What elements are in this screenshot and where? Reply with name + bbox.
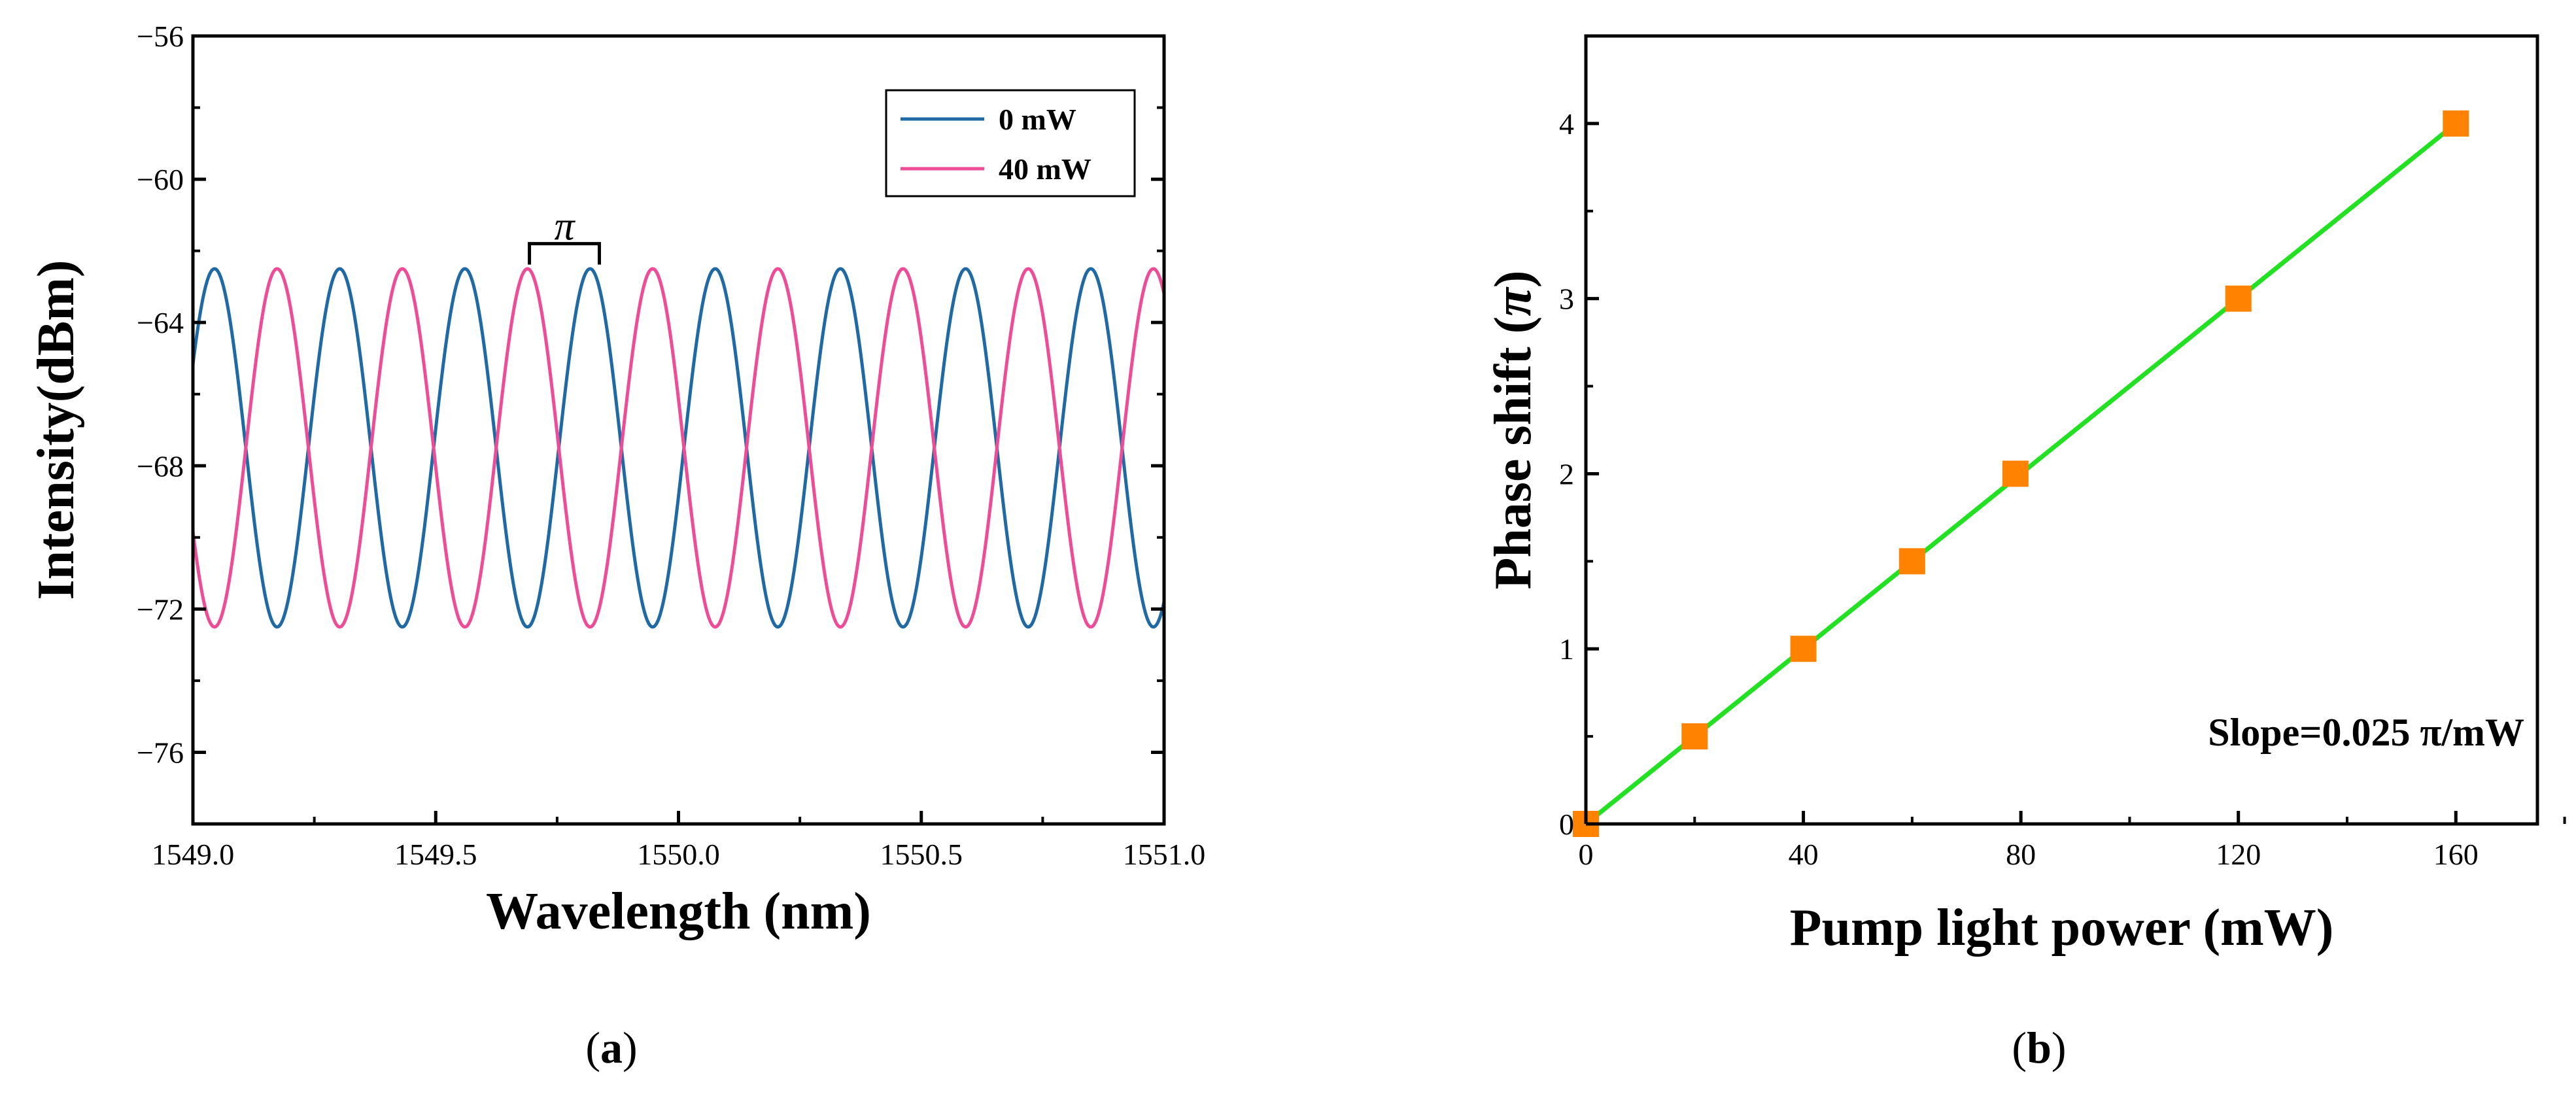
panel-b-y-label-close: )	[1485, 270, 1542, 288]
y-tick-label: 0	[1559, 808, 1574, 841]
y-tick-label: 4	[1559, 107, 1574, 141]
series-line-40mw	[191, 267, 1166, 629]
legend-label-0mw: 0 mW	[999, 103, 1076, 136]
y-tick-label: 1	[1559, 632, 1574, 666]
panel-a-series-group	[191, 267, 1166, 629]
data-point-square	[2225, 285, 2252, 312]
panel-b-x-ticks: 0 40 80 120 160	[1579, 811, 2566, 871]
x-tick-label: 0	[1579, 838, 1594, 871]
y-tick-label: −56	[137, 20, 184, 53]
y-tick-label: −60	[137, 163, 184, 196]
panel-b-x-axis-label: Pump light power (mW)	[1790, 899, 2334, 957]
panel-b-y-label-main: Phase shift (	[1485, 316, 1542, 590]
panel-b-caption-label: (b)	[2012, 1023, 2066, 1072]
panel-a-y-axis-label: Intensity(dBm)	[27, 260, 85, 600]
panel-b-label-open: (	[2012, 1023, 2027, 1072]
x-tick-label: 1550.0	[637, 838, 720, 871]
x-tick-label: 80	[2006, 838, 2036, 871]
panel-a-x-axis-label: Wavelength (nm)	[486, 883, 871, 940]
data-point-square	[1681, 723, 1708, 750]
x-tick-label: 120	[2216, 838, 2261, 871]
data-point-square	[2443, 110, 2469, 137]
pi-bracket	[528, 242, 601, 265]
data-point-square	[1898, 548, 1925, 575]
y-tick-label: −76	[137, 736, 184, 769]
panel-a-label-letter: a	[600, 1023, 623, 1072]
panel-b-label-letter: b	[2027, 1023, 2052, 1072]
x-tick-label: 1551.0	[1123, 838, 1206, 871]
x-tick-label: 1549.5	[394, 838, 477, 871]
panel-a-x-ticks: 1549.0 1549.5 1550.0 1550.5 1551.0	[152, 811, 1206, 871]
panel-a-caption-label: (a)	[585, 1023, 637, 1072]
panel-b-y-label-pi: π	[1485, 286, 1542, 316]
panel-b-slope-annotation: Slope=0.025 π/mW	[2208, 711, 2524, 754]
panel-a-pi-annotation: π	[528, 205, 601, 265]
data-point-square	[2002, 460, 2029, 487]
panel-b-y-axis-label: Phase shift (π)	[1485, 270, 1542, 589]
x-tick-label: 160	[2433, 838, 2479, 871]
y-tick-label: −64	[137, 306, 184, 339]
legend-label-40mw: 40 mW	[999, 152, 1091, 186]
y-tick-label: 2	[1559, 457, 1574, 490]
panel-a-y-ticks: −76 −72 −68 −64 −60 −56	[137, 20, 1164, 825]
data-point-square	[1790, 636, 1817, 662]
x-tick-label: 1549.0	[152, 838, 235, 871]
panel-a-label-open: (	[585, 1023, 600, 1072]
x-tick-label: 1550.5	[880, 838, 963, 871]
series-line-0mw	[191, 267, 1166, 629]
pi-annotation-label: π	[554, 205, 575, 249]
panel-b-data-points	[1573, 110, 2469, 837]
panel-a-spectrum-chart: 1549.0 1549.5 1550.0 1550.5 1551.0 −76 −72 −68…	[27, 20, 1205, 1072]
legend-box	[885, 89, 1136, 197]
panel-a-legend: 0 mW 40 mW	[885, 89, 1136, 197]
y-tick-label: −72	[137, 592, 184, 626]
panel-b-label-close: )	[2052, 1023, 2067, 1072]
y-tick-label: −68	[137, 449, 184, 483]
panel-a-label-close: )	[623, 1023, 638, 1072]
panel-b-y-ticks: 0 1 2 3 4	[1559, 35, 1599, 841]
panel-b-phase-shift-chart: 0 40 80 120 160 0 1 2 3 4 Slope=0.025 π/mW Pump …	[1485, 34, 2566, 1072]
panel-b-plot-frame	[1584, 34, 2539, 826]
y-tick-label: 3	[1559, 282, 1574, 316]
x-tick-label: 40	[1789, 838, 1819, 871]
